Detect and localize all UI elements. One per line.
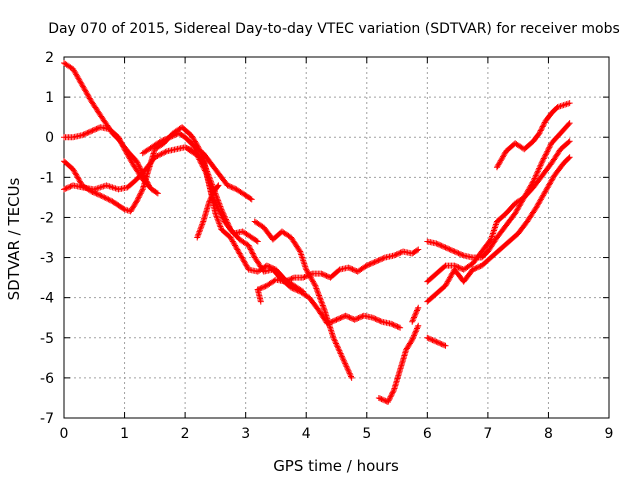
data-series-16: [493, 100, 573, 171]
grid-lines: [64, 57, 609, 418]
series-markers: [254, 246, 422, 293]
series-markers: [424, 138, 573, 285]
series-markers: [424, 334, 449, 349]
y-tick-label: -6: [40, 371, 54, 387]
y-tick-label: 0: [45, 130, 54, 146]
data-series-17: [424, 334, 449, 349]
y-tick-label: -1: [40, 170, 54, 186]
x-tick-label: 9: [605, 426, 614, 442]
y-tick-label: -7: [40, 411, 54, 427]
series-markers: [61, 124, 161, 197]
y-tick-label: 1: [45, 90, 54, 106]
series-markers: [251, 218, 355, 381]
x-tick-label: 5: [362, 426, 371, 442]
x-tick-label: 3: [241, 426, 250, 442]
y-tick-label: -5: [40, 331, 54, 347]
series-markers: [493, 100, 573, 171]
series-markers: [254, 286, 264, 305]
data-series-15: [424, 154, 573, 305]
x-tick-label: 1: [120, 426, 129, 442]
x-tick-label: 4: [302, 426, 311, 442]
x-tick-label: 7: [483, 426, 492, 442]
series-markers: [194, 182, 222, 241]
data-series-8: [251, 218, 355, 381]
data-series-9: [254, 246, 422, 293]
series-markers: [424, 120, 573, 261]
data-series-14: [424, 138, 573, 285]
x-axis-label: GPS time / hours: [273, 457, 399, 475]
data-series-5: [139, 130, 255, 203]
chart-title: Day 070 of 2015, Sidereal Day-to-day VTE…: [48, 21, 620, 37]
x-tick-label: 6: [423, 426, 432, 442]
data-series-4: [61, 124, 161, 197]
data-series-7: [194, 182, 222, 241]
plot-frame: [63, 56, 610, 419]
x-tick-label: 8: [544, 426, 553, 442]
x-tick-label: 0: [60, 426, 69, 442]
y-tick-label: 2: [45, 50, 54, 66]
y-tick-label: -2: [40, 210, 54, 226]
series-markers: [424, 154, 573, 305]
series-markers: [409, 304, 422, 325]
y-tick-label: -4: [40, 291, 54, 307]
series-markers: [375, 322, 422, 405]
series-markers: [139, 130, 255, 203]
data-series-10: [254, 286, 264, 305]
y-axis-label: SDTVAR / TECUs: [5, 177, 23, 300]
x-tick-label: 2: [181, 426, 190, 442]
tick-labels: 0 1 2 3 4 5 6 7 8 9 2 1 0 -1 -2 -3 -4 -5 -6 -7: [40, 50, 613, 442]
data-series: [61, 60, 573, 405]
data-series-12: [409, 304, 422, 325]
data-series-11: [375, 322, 422, 405]
axis-ticks: [63, 56, 610, 419]
data-series-13: [424, 120, 573, 261]
y-tick-label: -3: [40, 251, 54, 267]
